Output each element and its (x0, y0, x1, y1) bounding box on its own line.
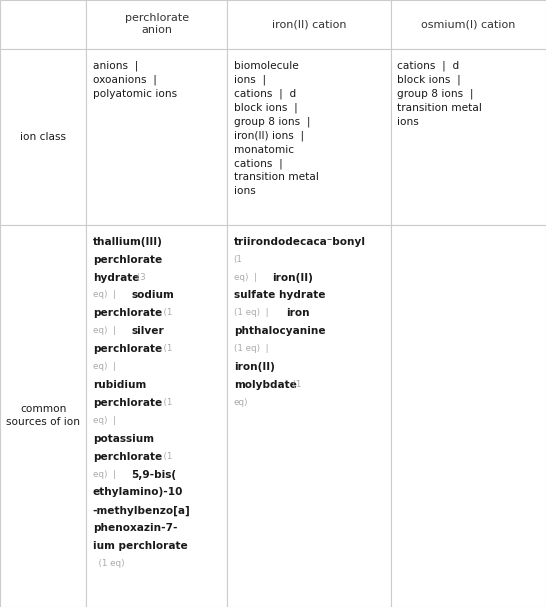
Text: iron(II): iron(II) (272, 273, 313, 282)
Text: eq): eq) (234, 398, 248, 407)
Text: rubidium: rubidium (93, 380, 146, 390)
Text: sulfate hydrate: sulfate hydrate (234, 290, 325, 300)
Text: phthalocyanine: phthalocyanine (234, 326, 325, 336)
Text: thallium(III): thallium(III) (93, 237, 163, 246)
Text: osmium(I) cation: osmium(I) cation (422, 19, 515, 29)
Bar (227, 225, 391, 607)
Text: (1: (1 (158, 344, 172, 353)
Bar (0, 225, 86, 607)
Bar (86, 225, 227, 607)
Text: 5,9-bis(: 5,9-bis( (131, 469, 176, 480)
Bar (391, 225, 546, 607)
Text: iron(II) cation: iron(II) cation (272, 19, 346, 29)
Text: -methylbenzo[a]: -methylbenzo[a] (93, 505, 191, 515)
Text: sodium: sodium (131, 290, 174, 300)
Text: cations  |  d
block ions  |
group 8 ions  |
transition metal
ions: cations | d block ions | group 8 ions | … (397, 61, 482, 127)
Text: perchlorate
anion: perchlorate anion (124, 13, 189, 35)
Bar (391, 49, 546, 225)
Bar (227, 0, 391, 49)
Text: eq)  |: eq) | (93, 416, 116, 425)
Text: ethylamino)-10: ethylamino)-10 (93, 487, 183, 497)
Text: perchlorate: perchlorate (93, 398, 162, 408)
Bar (86, 49, 227, 225)
Text: molybdate: molybdate (234, 380, 296, 390)
Text: (1: (1 (158, 398, 172, 407)
Text: eq)  |: eq) | (93, 469, 121, 478)
Text: (1: (1 (287, 380, 301, 389)
Text: hydrate: hydrate (93, 273, 139, 282)
Text: potassium: potassium (93, 433, 154, 444)
Text: perchlorate: perchlorate (93, 254, 162, 265)
Text: eq)  |: eq) | (234, 273, 262, 282)
Text: ion class: ion class (20, 132, 66, 141)
Text: triirondodecaca⁻bonyl: triirondodecaca⁻bonyl (234, 237, 366, 246)
Text: silver: silver (131, 326, 164, 336)
Text: perchlorate: perchlorate (93, 344, 162, 354)
Bar (0, 0, 86, 49)
Text: iron: iron (287, 308, 310, 318)
Text: ium perchlorate: ium perchlorate (93, 541, 188, 551)
Text: (1 eq)  |: (1 eq) | (234, 344, 268, 353)
Text: phenoxazin-7-: phenoxazin-7- (93, 523, 177, 533)
Text: biomolecule
ions  |
cations  |  d
block ions  |
group 8 ions  |
iron(II) ions  |: biomolecule ions | cations | d block ion… (234, 61, 318, 196)
Text: (1: (1 (234, 254, 242, 263)
Bar (0, 49, 86, 225)
Bar (391, 0, 546, 49)
Text: eq)  |: eq) | (93, 362, 116, 371)
Text: common
sources of ion: common sources of ion (6, 404, 80, 427)
Bar (227, 49, 391, 225)
Text: iron(II): iron(II) (234, 362, 275, 372)
Text: (3: (3 (134, 273, 146, 282)
Bar (86, 0, 227, 49)
Text: perchlorate: perchlorate (93, 452, 162, 461)
Text: eq)  |: eq) | (93, 326, 121, 335)
Text: (1: (1 (158, 308, 172, 317)
Text: anions  |
oxoanions  |
polyatomic ions: anions | oxoanions | polyatomic ions (93, 61, 177, 99)
Text: (1 eq)  |: (1 eq) | (234, 308, 274, 317)
Text: perchlorate: perchlorate (93, 308, 162, 318)
Text: (1: (1 (158, 452, 172, 461)
Text: eq)  |: eq) | (93, 290, 121, 299)
Text: (1 eq): (1 eq) (93, 559, 124, 568)
